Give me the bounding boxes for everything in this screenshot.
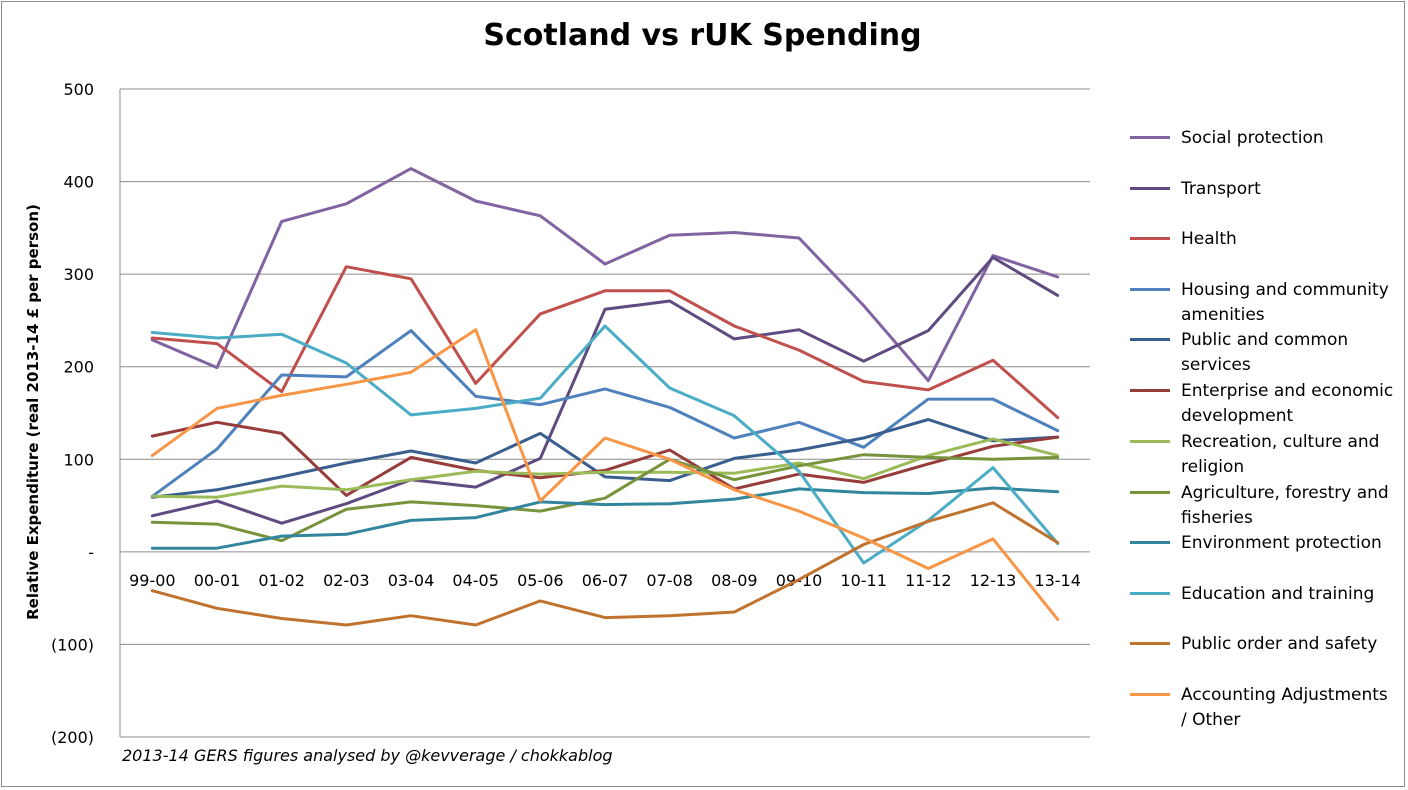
y-tick-label: 400 <box>63 173 94 192</box>
series-line-environment-protection <box>150 486 1060 550</box>
legend-label: Accounting Adjustments / Other <box>1181 685 1388 730</box>
legend-swatch <box>1130 237 1170 240</box>
x-tick-label: 04-05 <box>452 571 499 590</box>
series-line-housing-and-community-amenities <box>150 329 1060 498</box>
y-tick-label: - <box>88 543 94 562</box>
gridlines <box>120 88 1090 738</box>
chart-title: Scotland vs rUK Spending <box>483 18 922 53</box>
x-tick-label: 03-04 <box>388 571 435 590</box>
legend-swatch <box>1130 592 1170 595</box>
series-line-transport <box>150 256 1060 525</box>
legend-label: Environment protection <box>1181 533 1382 553</box>
y-tick-label: 100 <box>63 450 94 469</box>
x-tick-label: 13-14 <box>1034 571 1081 590</box>
x-tick-label: 05-06 <box>517 571 564 590</box>
y-tick-label: 500 <box>63 80 94 99</box>
series-line-health <box>150 265 1060 420</box>
x-tick-label: 00-01 <box>194 571 241 590</box>
legend-label: Recreation, culture and religion <box>1181 432 1380 477</box>
legend-swatch <box>1130 288 1170 291</box>
legend-swatch <box>1130 440 1170 443</box>
legend-swatch <box>1130 338 1170 341</box>
x-tick-label: 01-02 <box>258 571 305 590</box>
series-line-enterprise-and-economic-development <box>150 420 1060 497</box>
series-line-education-and-training <box>150 324 1060 565</box>
x-tick-label: 11-12 <box>905 571 952 590</box>
y-tick-label: (100) <box>51 635 94 654</box>
footnote: 2013-14 GERS figures analysed by @kevver… <box>122 746 613 765</box>
legend-swatch <box>1130 187 1170 190</box>
legend-swatch <box>1130 693 1170 696</box>
series-line-accounting-adjustments-other <box>150 328 1060 621</box>
legend-swatch <box>1130 642 1170 645</box>
legend-label: Enterprise and economic development <box>1181 381 1394 426</box>
legend-label: Health <box>1181 229 1237 249</box>
legend-label: Education and training <box>1181 584 1375 604</box>
legend-swatch <box>1130 136 1170 139</box>
series-lines <box>150 167 1060 627</box>
x-tick-label: 12-13 <box>970 571 1017 590</box>
x-tick-label: 07-08 <box>646 571 693 590</box>
y-tick-label: 300 <box>63 265 94 284</box>
series-line-social-protection <box>150 167 1060 383</box>
x-tick-labels: 99-00 00-01 01-02 02-03 03-04 04-05 05-06 06-07… <box>129 571 1081 590</box>
x-tick-label: 02-03 <box>323 571 370 590</box>
legend-swatch <box>1130 389 1170 392</box>
x-tick-label: 99-00 <box>129 571 176 590</box>
y-tick-labels: 500 400 300 200 100 - (100) (200) <box>51 80 94 747</box>
legend-label: Public order and safety <box>1181 634 1378 654</box>
legend-label: Housing and community amenities <box>1181 280 1389 325</box>
legend-label: Social protection <box>1181 128 1324 148</box>
legend-swatch <box>1130 541 1170 544</box>
legend-label: Agriculture, forestry and fisheries <box>1181 483 1389 528</box>
x-tick-label: 08-09 <box>711 571 758 590</box>
series-line-public-and-common-services <box>150 418 1060 499</box>
legend-swatch <box>1130 491 1170 494</box>
x-tick-label: 10-11 <box>840 571 887 590</box>
legend-label: Transport <box>1181 179 1261 199</box>
legend-label: Public and common services <box>1181 330 1349 375</box>
y-tick-label: (200) <box>51 728 94 747</box>
x-tick-label: 06-07 <box>582 571 629 590</box>
series-line-agriculture-forestry-and-fisheries <box>150 453 1060 543</box>
series-line-public-order-and-safety <box>150 501 1060 627</box>
series-line-recreation-culture-and-religion <box>150 437 1060 499</box>
y-tick-label: 200 <box>63 358 94 377</box>
